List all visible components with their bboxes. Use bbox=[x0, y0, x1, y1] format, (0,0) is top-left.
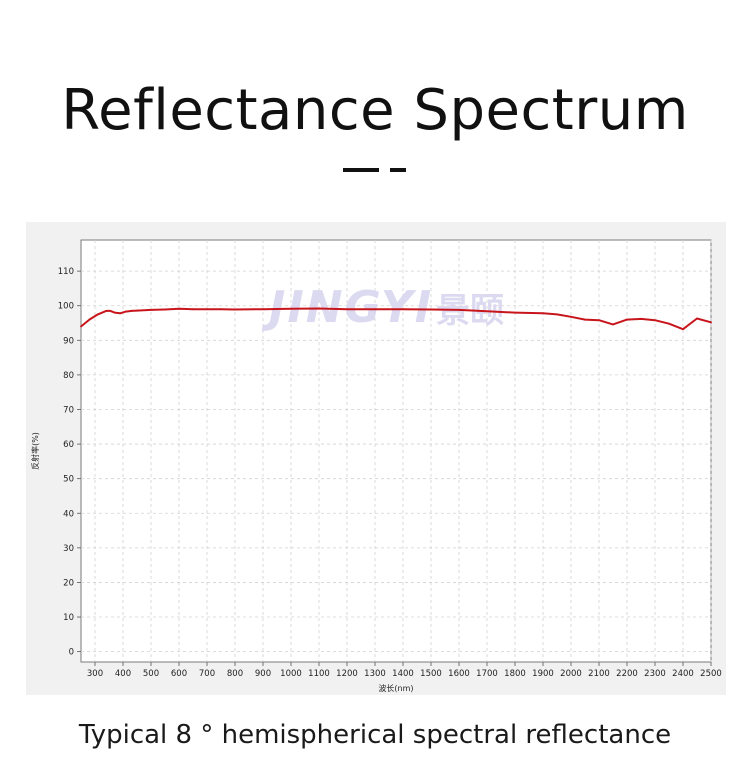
x-tick-label: 600 bbox=[171, 669, 187, 679]
data-point bbox=[290, 307, 292, 310]
y-tick-label: 90 bbox=[63, 336, 74, 346]
x-tick-label: 1800 bbox=[504, 669, 526, 679]
data-point bbox=[654, 319, 656, 322]
data-point bbox=[556, 313, 558, 316]
page-title: Reflectance Spectrum bbox=[61, 78, 689, 143]
x-tick-label: 2300 bbox=[644, 669, 666, 679]
x-tick-label: 400 bbox=[115, 669, 131, 679]
data-point bbox=[109, 310, 112, 312]
grid bbox=[81, 240, 712, 662]
data-point bbox=[542, 312, 544, 315]
y-tick-label: 60 bbox=[63, 440, 74, 450]
data-point bbox=[220, 308, 222, 311]
x-tick-label: 800 bbox=[227, 669, 243, 679]
data-point bbox=[178, 307, 180, 310]
x-tick-label: 1500 bbox=[420, 669, 442, 679]
data-point bbox=[206, 308, 208, 311]
y-tick-label: 10 bbox=[63, 613, 74, 623]
y-axis-label: 反射率(%) bbox=[30, 432, 40, 470]
title-underline-long bbox=[343, 168, 379, 172]
x-tick-label: 1100 bbox=[308, 669, 330, 679]
x-tick-label: 2400 bbox=[672, 669, 694, 679]
x-tick-label: 1600 bbox=[448, 669, 470, 679]
y-tick-label: 100 bbox=[58, 302, 74, 312]
data-point bbox=[124, 310, 127, 313]
data-point bbox=[164, 308, 166, 311]
title-underline-short bbox=[390, 168, 406, 172]
y-tick-label: 80 bbox=[63, 371, 74, 381]
y-tick-label: 40 bbox=[63, 509, 74, 519]
data-point bbox=[80, 325, 82, 328]
caption: Typical 8 ° hemispherical spectral refle… bbox=[78, 720, 672, 750]
data-point bbox=[458, 308, 460, 311]
data-point bbox=[570, 315, 572, 318]
data-point bbox=[696, 317, 698, 320]
data-point bbox=[130, 310, 133, 312]
x-tick-label: 2000 bbox=[560, 669, 582, 679]
axes: 300 400 500 600 700 800 900 1000 1100 1200 1300 140… bbox=[58, 267, 722, 679]
data-point bbox=[598, 319, 600, 322]
reflectance-chart: JINGYI 景颐 300 400 500 600 700 800 900 1000 1100 1… bbox=[30, 239, 722, 693]
data-point bbox=[430, 308, 432, 311]
x-tick-label: 700 bbox=[199, 669, 215, 679]
y-tick-label: 70 bbox=[63, 405, 74, 415]
x-tick-label: 2100 bbox=[588, 669, 610, 679]
data-point bbox=[402, 308, 404, 311]
data-point bbox=[234, 308, 236, 311]
x-tick-label: 1400 bbox=[392, 669, 414, 679]
x-tick-label: 1000 bbox=[280, 669, 302, 679]
reflectance-line bbox=[80, 307, 712, 331]
data-point bbox=[136, 309, 138, 312]
data-point bbox=[88, 318, 91, 321]
data-point bbox=[612, 323, 614, 326]
data-point bbox=[682, 328, 684, 331]
x-axis-label: 波长(nm) bbox=[378, 683, 413, 693]
data-point bbox=[192, 308, 194, 311]
data-point bbox=[318, 307, 320, 310]
x-tick-label: 1200 bbox=[336, 669, 358, 679]
x-tick-label: 1300 bbox=[364, 669, 386, 679]
data-point bbox=[584, 318, 586, 321]
data-point bbox=[96, 313, 99, 316]
data-point bbox=[640, 317, 642, 320]
data-point bbox=[105, 310, 108, 312]
x-tick-label: 2500 bbox=[700, 669, 722, 679]
data-point bbox=[262, 308, 264, 311]
data-point bbox=[113, 311, 116, 314]
plot-area bbox=[80, 239, 712, 663]
data-point bbox=[346, 308, 348, 311]
data-point bbox=[514, 311, 516, 314]
y-tick-label: 30 bbox=[63, 544, 74, 554]
x-tick-label: 900 bbox=[255, 669, 271, 679]
data-point bbox=[668, 322, 670, 325]
x-tick-label: 300 bbox=[87, 669, 103, 679]
series bbox=[80, 307, 712, 331]
x-tick-label: 1700 bbox=[476, 669, 498, 679]
watermark-text: JINGYI bbox=[261, 282, 433, 333]
y-tick-label: 110 bbox=[58, 267, 74, 277]
data-point bbox=[486, 310, 488, 313]
y-tick-label: 0 bbox=[69, 648, 74, 658]
data-point bbox=[626, 318, 628, 321]
y-tick-label: 20 bbox=[63, 578, 74, 588]
data-point bbox=[374, 308, 376, 311]
x-tick-label: 1900 bbox=[532, 669, 554, 679]
x-tick-label: 500 bbox=[143, 669, 159, 679]
chart-panel: JINGYI 景颐 300 400 500 600 700 800 900 1000 1100 1… bbox=[26, 222, 726, 695]
data-point bbox=[150, 308, 152, 311]
data-point bbox=[119, 312, 122, 315]
data-point bbox=[710, 321, 712, 324]
x-tick-label: 2200 bbox=[616, 669, 638, 679]
y-tick-label: 50 bbox=[63, 475, 74, 485]
